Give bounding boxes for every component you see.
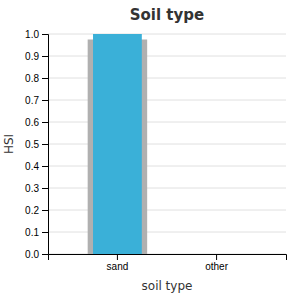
grid-line [48,100,286,101]
tick-mark [42,56,48,57]
tick-label: 0.1 [25,227,39,238]
grid-line [48,56,286,57]
tick: 1.0 [25,29,48,40]
tick-mark [42,232,48,233]
bars [88,34,148,254]
tick-label: 0.9 [25,51,39,62]
axis-line [49,255,287,261]
tick: 0.0 [25,249,48,260]
tick: 0.8 [25,73,48,84]
tick: 0.1 [25,227,48,238]
y-axis: 0.0 0.1 0.2 0.3 0.4 0.5 0.6 0.7 0.8 0.9 1.0 [25,29,48,260]
tick-mark [42,144,48,145]
tick-label: other [205,261,228,272]
grid-line [48,232,286,233]
tick-label: sand [107,261,129,272]
tick: sand [107,254,129,272]
tick-mark [42,166,48,167]
grid-line [48,166,286,167]
x-axis: sand other [49,254,287,272]
series [93,34,142,254]
axis-line [42,35,49,255]
tick-label: 0.3 [25,183,39,194]
title: Soil type [130,6,204,24]
tick-label: 0.6 [25,117,39,128]
tick: 0.3 [25,183,48,194]
bar [187,254,247,255]
tick-mark [42,78,48,79]
tick: 0.7 [25,95,48,106]
tick-label: 0.0 [25,249,39,260]
x-axis-title: soil type [142,279,193,293]
bar [192,254,241,255]
grid-line [48,144,286,145]
tick-mark [42,210,48,211]
tick: 0.9 [25,51,48,62]
grid-line [48,122,286,123]
tick-mark [42,34,48,35]
grid-line [48,78,286,79]
tick-mark [42,122,48,123]
tick-mark [42,254,48,255]
tick-mark [42,100,48,101]
grid-line [48,188,286,189]
chart: 0.0 0.1 0.2 0.3 0.4 0.5 0.6 0.7 0.8 0.9 1.0 sand oth… [0,0,300,300]
tick-mark [216,254,217,260]
bar [93,34,142,254]
tick: 0.5 [25,139,48,150]
plot: 0.0 0.1 0.2 0.3 0.4 0.5 0.6 0.7 0.8 0.9 1.0 sand oth… [25,29,286,272]
tick-mark [42,188,48,189]
grid-line [48,34,286,35]
tick-label: 0.2 [25,205,39,216]
tick-label: 0.7 [25,95,39,106]
y-axis-title: HSI [2,134,16,154]
tick: 0.4 [25,161,48,172]
tick: 0.2 [25,205,48,216]
tick: 0.6 [25,117,48,128]
tick-label: 1.0 [25,29,39,40]
grid-line [48,210,286,211]
tick-label: 0.5 [25,139,39,150]
tick-mark [117,254,118,260]
tick: other [205,254,228,272]
grid [48,34,286,254]
tick-label: 0.4 [25,161,39,172]
tick-label: 0.8 [25,73,39,84]
